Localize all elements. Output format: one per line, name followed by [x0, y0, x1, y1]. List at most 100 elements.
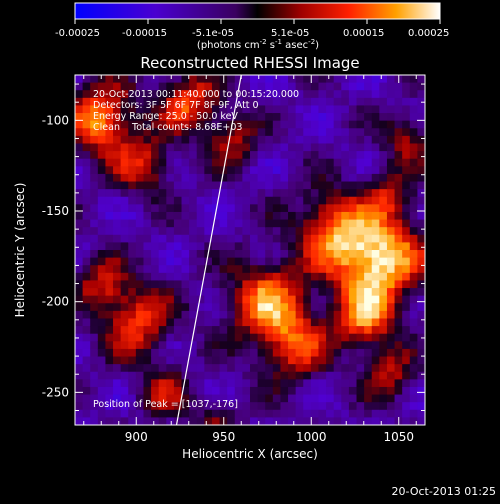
heatmap-pixel [143, 356, 152, 365]
heatmap-pixel [242, 310, 251, 320]
heatmap-pixel [204, 189, 213, 198]
heatmap-pixel [326, 348, 335, 358]
heatmap-pixel [356, 82, 365, 91]
heatmap-pixel [227, 135, 236, 145]
heatmap-pixel [90, 341, 99, 350]
heatmap-pixel [211, 105, 221, 114]
heatmap-pixel [105, 166, 114, 175]
heatmap-pixel [113, 120, 122, 129]
heatmap-pixel [219, 82, 228, 91]
heatmap-pixel [196, 158, 205, 167]
heatmap-pixel [364, 128, 373, 137]
heatmap-pixel [394, 166, 403, 175]
heatmap-pixel [211, 272, 221, 282]
heatmap-pixel [75, 402, 84, 411]
heatmap-pixel [158, 310, 167, 320]
heatmap-pixel [82, 120, 91, 129]
heatmap-pixel [135, 128, 145, 137]
colorbar-tick-2: -5.1e-05 [192, 28, 234, 39]
heatmap-pixel [189, 295, 198, 304]
heatmap-pixel [386, 242, 396, 251]
heatmap-pixel [113, 90, 122, 99]
heatmap-pixel [234, 97, 243, 107]
heatmap-pixel [173, 173, 183, 183]
heatmap-pixel [135, 409, 145, 418]
heatmap-pixel [402, 234, 411, 243]
heatmap-pixel [272, 288, 282, 297]
heatmap-pixel [409, 310, 418, 320]
heatmap-pixel [151, 166, 160, 175]
heatmap-pixel [204, 288, 213, 297]
heatmap-pixel [143, 265, 152, 274]
heatmap-pixel [341, 402, 350, 411]
heatmap-pixel [364, 265, 373, 274]
heatmap-pixel [402, 364, 411, 373]
heatmap-pixel [196, 181, 205, 190]
heatmap-pixel [181, 219, 190, 228]
heatmap-pixel [82, 386, 91, 396]
heatmap-pixel [143, 318, 152, 327]
heatmap-pixel [173, 265, 183, 274]
heatmap-pixel [303, 341, 312, 350]
heatmap-pixel [288, 318, 297, 327]
heatmap-pixel [181, 295, 190, 304]
heatmap-pixel [417, 295, 425, 304]
heatmap-pixel [371, 386, 380, 396]
heatmap-pixel [318, 120, 327, 129]
heatmap-pixel [227, 143, 236, 152]
heatmap-pixel [333, 280, 342, 289]
heatmap-pixel [356, 196, 365, 205]
heatmap-pixel [82, 113, 91, 122]
heatmap-pixel [326, 75, 335, 84]
heatmap-pixel [402, 310, 411, 320]
heatmap-pixel [211, 295, 221, 304]
heatmap-pixel [173, 97, 183, 107]
heatmap-pixel [326, 341, 335, 350]
heatmap-pixel [356, 265, 365, 274]
heatmap-pixel [242, 181, 251, 190]
heatmap-pixel [364, 250, 373, 259]
heatmap-pixel [173, 318, 183, 327]
heatmap-pixel [280, 341, 289, 350]
heatmap-pixel [394, 326, 403, 335]
heatmap-pixel [234, 135, 243, 145]
heatmap-pixel [341, 326, 350, 335]
heatmap-pixel [417, 348, 425, 358]
heatmap-pixel [288, 257, 297, 266]
heatmap-pixel [386, 120, 396, 129]
heatmap-pixel [166, 227, 175, 236]
heatmap-pixel [158, 364, 167, 373]
heatmap-pixel [386, 227, 396, 236]
heatmap-pixel [394, 250, 403, 259]
heatmap-pixel [280, 181, 289, 190]
heatmap-pixel [234, 166, 243, 175]
heatmap-pixel [288, 303, 297, 312]
heatmap-pixel [158, 75, 167, 84]
heatmap-pixel [310, 310, 320, 320]
heatmap-pixel [82, 242, 91, 251]
heatmap-pixel [364, 234, 373, 243]
heatmap-pixel [143, 326, 152, 335]
heatmap-pixel [90, 90, 99, 99]
info-line-0: 20-Oct-2013 00:11:40.000 to 00:15:20.000 [93, 89, 299, 100]
heatmap-pixel [341, 204, 350, 213]
heatmap-pixel [295, 143, 304, 152]
heatmap-pixel [364, 204, 373, 213]
heatmap-pixel [242, 234, 251, 243]
heatmap-pixel [394, 265, 403, 274]
heatmap-pixel [97, 272, 107, 282]
heatmap-pixel [333, 97, 342, 107]
heatmap-pixel [250, 75, 259, 84]
heatmap-pixel [234, 310, 243, 320]
heatmap-pixel [326, 402, 335, 411]
heatmap-pixel [386, 173, 396, 183]
heatmap-pixel [394, 211, 403, 221]
heatmap-pixel [234, 234, 243, 243]
heatmap-pixel [227, 272, 236, 282]
heatmap-pixel [105, 135, 114, 145]
heatmap-pixel [409, 120, 418, 129]
heatmap-pixel [310, 341, 320, 350]
heatmap-pixel [394, 113, 403, 122]
heatmap-pixel [75, 333, 84, 342]
heatmap-pixel [105, 379, 114, 388]
